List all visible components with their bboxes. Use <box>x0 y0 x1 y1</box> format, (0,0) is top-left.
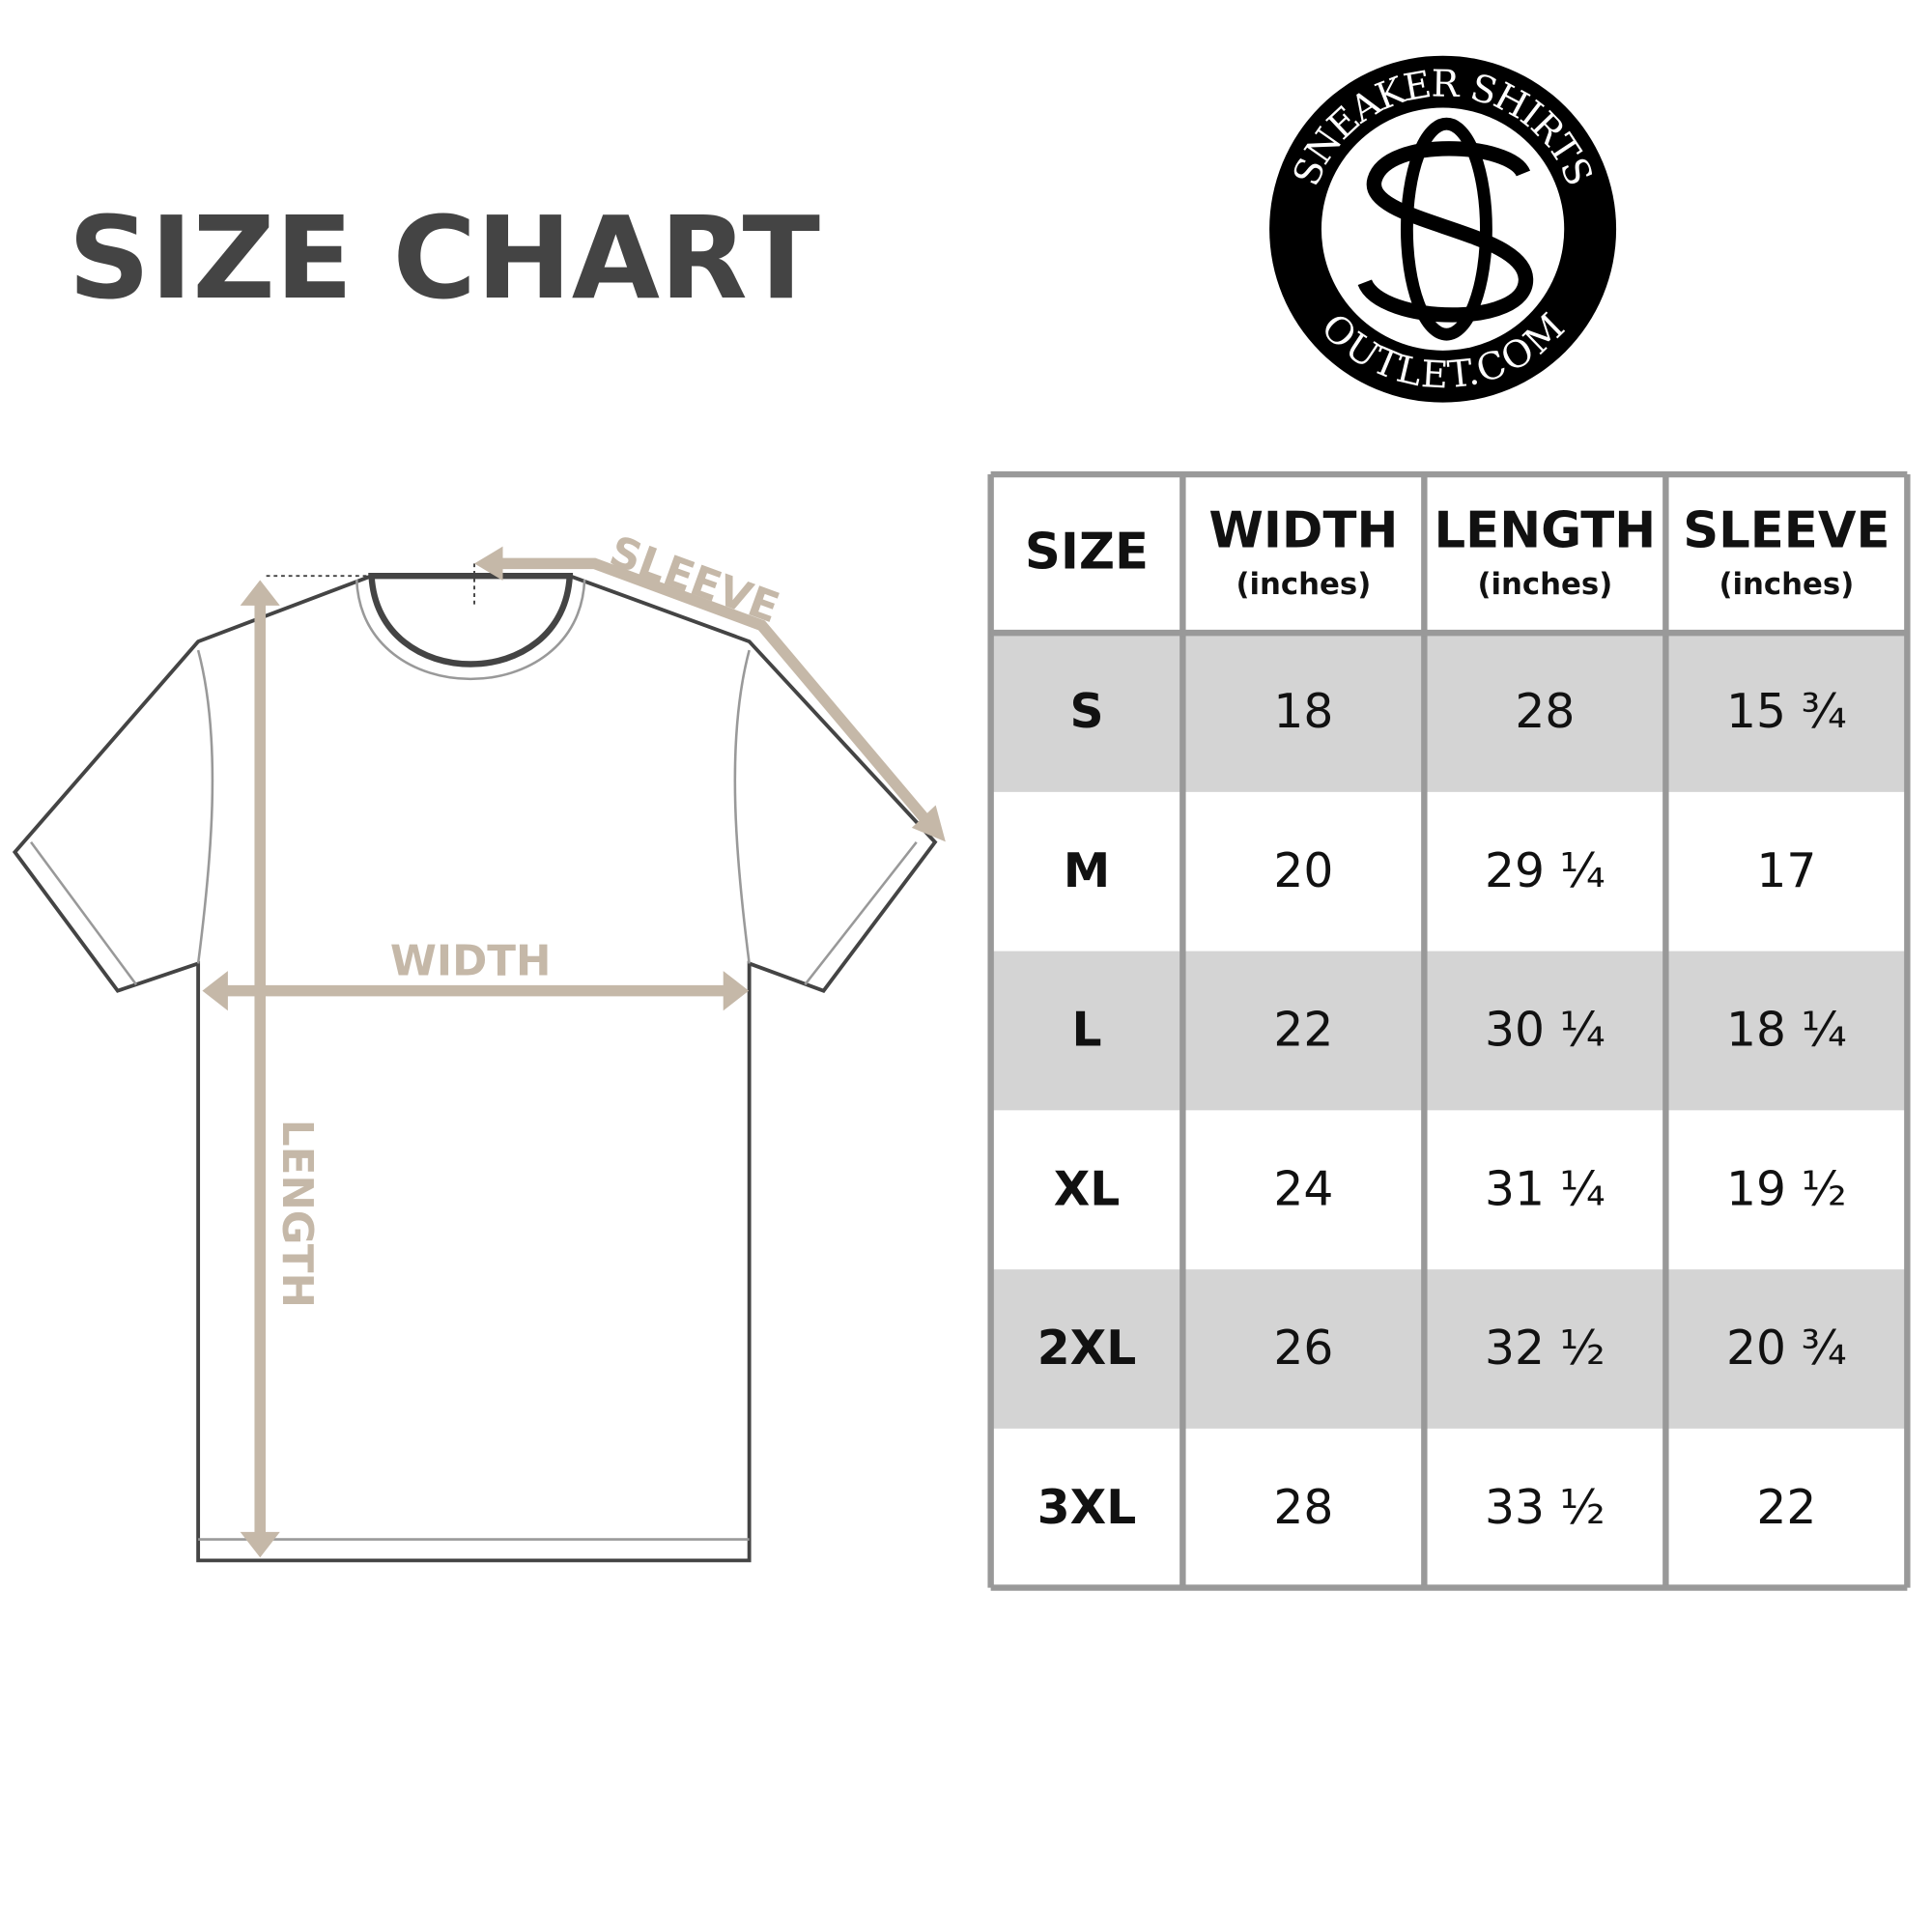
value-cell: 17 <box>1756 844 1816 898</box>
size-cell: L <box>1071 1004 1101 1058</box>
column-title: SLEEVE <box>1683 502 1889 560</box>
value-cell: 22 <box>1756 1481 1816 1535</box>
width-label: WIDTH <box>390 937 552 985</box>
value-cell: 28 <box>1515 685 1575 739</box>
tshirt-outline <box>12 574 938 1563</box>
value-cell: 19 ½ <box>1726 1162 1847 1216</box>
size-cell: 2XL <box>1037 1321 1136 1376</box>
collar-inner <box>355 579 586 680</box>
length-arrowheads <box>240 580 280 1558</box>
value-cell: 24 <box>1273 1162 1333 1216</box>
column-title: SIZE <box>1025 523 1149 581</box>
value-cell: 28 <box>1273 1481 1333 1535</box>
row-shade <box>990 633 1908 792</box>
value-cell: 18 <box>1273 685 1333 739</box>
column-title: WIDTH <box>1208 502 1398 560</box>
seams <box>30 649 918 1541</box>
value-cell: 15 ¾ <box>1726 685 1847 739</box>
title: SIZE CHART <box>69 192 820 325</box>
value-cell: 22 <box>1273 1004 1333 1058</box>
value-cell: 29 ¼ <box>1485 844 1605 898</box>
collar <box>368 572 574 668</box>
size-cell: 3XL <box>1037 1481 1136 1535</box>
value-cell: 18 ¼ <box>1726 1004 1847 1058</box>
value-cell: 30 ¼ <box>1485 1004 1605 1058</box>
size-cell: M <box>1064 844 1110 898</box>
sleeve-arrowheads <box>474 546 946 842</box>
value-cell: 20 ¾ <box>1726 1321 1847 1376</box>
guides <box>266 563 475 608</box>
row-shade <box>990 1269 1908 1429</box>
tshirt <box>12 563 938 1563</box>
column-unit: (inches) <box>1719 567 1854 602</box>
length-label: LENGTH <box>272 1120 321 1308</box>
value-cell: 33 ½ <box>1485 1481 1605 1535</box>
monogram-o <box>1401 117 1492 341</box>
size-cell: S <box>1069 685 1103 739</box>
logo: SNEAKER SHIRTS OUTLET.COM <box>1269 55 1617 403</box>
value-cell: 26 <box>1273 1321 1333 1376</box>
value-cell: 32 ½ <box>1485 1321 1605 1376</box>
size-cell: XL <box>1054 1162 1121 1216</box>
sleeve-arrow <box>495 557 933 828</box>
value-cell: 20 <box>1273 844 1333 898</box>
monogram-s <box>1357 141 1534 323</box>
width-arrowheads <box>202 971 750 1011</box>
column-title: LENGTH <box>1435 502 1657 560</box>
measure-arrows <box>202 546 946 1558</box>
row-shade <box>990 951 1908 1111</box>
column-unit: (inches) <box>1477 567 1612 602</box>
size-table: S 18 28 15 ¾ M 20 29 ¼ 17 L 22 30 ¼ 18 ¼ XL 24 31 ¼ 19 … <box>987 470 1911 1591</box>
value-cell: 31 ¼ <box>1485 1162 1605 1216</box>
column-unit: (inches) <box>1236 567 1371 602</box>
